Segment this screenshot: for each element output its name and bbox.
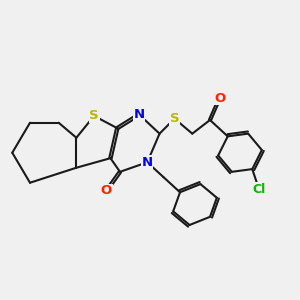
Text: N: N	[134, 108, 145, 121]
Text: N: N	[142, 156, 153, 169]
Text: O: O	[101, 184, 112, 197]
Text: Cl: Cl	[253, 183, 266, 196]
Text: O: O	[214, 92, 225, 105]
Text: S: S	[89, 110, 99, 122]
Text: S: S	[170, 112, 179, 125]
